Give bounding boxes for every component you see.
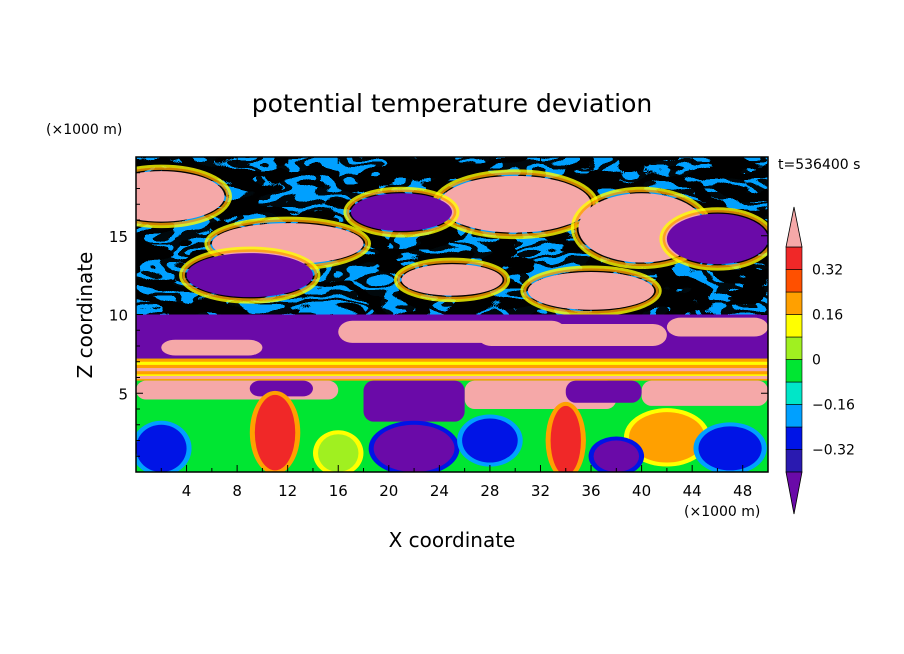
y-axis-label: Z coordinate bbox=[73, 252, 97, 379]
lower-blob bbox=[628, 412, 705, 463]
contour-edge bbox=[343, 186, 460, 238]
inversion-stripe bbox=[136, 377, 768, 382]
lower-blob bbox=[462, 418, 518, 463]
contour-edge bbox=[397, 260, 507, 300]
lower-patch bbox=[641, 380, 768, 406]
contour-blob bbox=[527, 271, 655, 310]
inversion-thin-line bbox=[136, 375, 768, 379]
colorbar-segment bbox=[785, 404, 803, 428]
colorbar-segment bbox=[785, 336, 803, 360]
colorbar-segment bbox=[785, 449, 803, 473]
y-tick-label: 5 bbox=[118, 385, 128, 403]
colorbar-segment bbox=[785, 359, 803, 383]
contour-edge bbox=[179, 246, 321, 304]
mid-pink-region bbox=[477, 323, 667, 346]
colorbar-segment bbox=[785, 314, 803, 338]
lower-blob bbox=[136, 424, 187, 472]
x-axis-label: X coordinate bbox=[389, 528, 516, 552]
x-tick-label: 12 bbox=[278, 482, 297, 500]
contour-blob bbox=[136, 171, 225, 222]
x-tick-label: 16 bbox=[329, 482, 348, 500]
colorbar-segment bbox=[785, 269, 803, 293]
colorbar: 0.32 0.16 0 −0.16 −0.32 bbox=[785, 206, 855, 515]
mid-pink-region bbox=[161, 339, 263, 356]
inversion-stripe bbox=[136, 371, 768, 375]
lower-patch bbox=[363, 380, 465, 422]
heatmap-field bbox=[136, 157, 768, 472]
contour-blob bbox=[401, 264, 503, 296]
inversion-stripe bbox=[136, 368, 768, 372]
mid-pink-region bbox=[666, 317, 768, 337]
x-tick-label: 20 bbox=[379, 482, 398, 500]
y-tick-label: 15 bbox=[109, 228, 128, 246]
contour-edge bbox=[136, 167, 229, 226]
x-tick-label: 48 bbox=[733, 482, 752, 500]
x-tick-label: 28 bbox=[480, 482, 499, 500]
y-axis-ticks: 5 10 15 bbox=[109, 172, 768, 457]
inversion-stripe bbox=[136, 358, 768, 363]
contour-blob bbox=[350, 193, 452, 232]
contour-edge bbox=[523, 268, 659, 314]
x-unit-label: (×1000 m) bbox=[684, 504, 760, 520]
colorbar-segment bbox=[785, 426, 803, 450]
x-tick-label: 32 bbox=[531, 482, 550, 500]
lower-patch bbox=[565, 380, 642, 403]
contour-edge bbox=[662, 209, 768, 268]
colorbar-segment bbox=[785, 381, 803, 405]
x-tick-label: 4 bbox=[182, 482, 192, 500]
contour-edge bbox=[182, 249, 318, 301]
colorbar-extend-top bbox=[785, 206, 803, 248]
lower-blob bbox=[698, 426, 762, 471]
lower-blob bbox=[550, 405, 581, 472]
contour-edge bbox=[136, 164, 232, 229]
lower-blob bbox=[318, 434, 359, 472]
contour-edge bbox=[346, 189, 457, 235]
x-tick-label: 44 bbox=[683, 482, 702, 500]
lower-blob bbox=[593, 440, 640, 472]
colorbar-tick-label: 0.16 bbox=[812, 308, 843, 324]
contour-edge bbox=[393, 257, 511, 303]
colorbar-segment bbox=[785, 291, 803, 315]
lower-blob bbox=[373, 424, 455, 472]
y-tick-label: 10 bbox=[109, 307, 128, 325]
x-tick-label: 40 bbox=[632, 482, 651, 500]
inversion-stripe bbox=[136, 364, 768, 369]
x-tick-label: 24 bbox=[430, 482, 449, 500]
y-unit-label: (×1000 m) bbox=[46, 122, 122, 138]
lower-patch bbox=[249, 380, 313, 397]
contour-blob bbox=[186, 253, 313, 298]
contour-blob bbox=[439, 175, 592, 233]
chart-title: potential temperature deviation bbox=[252, 89, 652, 118]
inversion-stripe bbox=[136, 361, 768, 366]
colorbar-tick-label: −0.32 bbox=[812, 443, 855, 459]
colorbar-extend-bottom bbox=[785, 471, 803, 515]
x-tick-label: 8 bbox=[232, 482, 242, 500]
lower-blob bbox=[254, 394, 296, 471]
x-axis-ticks: 4 8 12 16 20 24 28 32 36 40 44 48 bbox=[160, 157, 752, 500]
time-label: t=536400 s bbox=[778, 157, 860, 173]
contour-edge bbox=[659, 207, 768, 271]
colorbar-tick-label: 0 bbox=[812, 353, 821, 369]
x-tick-label: 36 bbox=[581, 482, 600, 500]
colorbar-tick-label: 0.32 bbox=[812, 263, 843, 279]
colorbar-tick-label: −0.16 bbox=[812, 398, 855, 414]
colorbar-segment bbox=[785, 246, 803, 270]
contour-blob bbox=[666, 213, 768, 265]
